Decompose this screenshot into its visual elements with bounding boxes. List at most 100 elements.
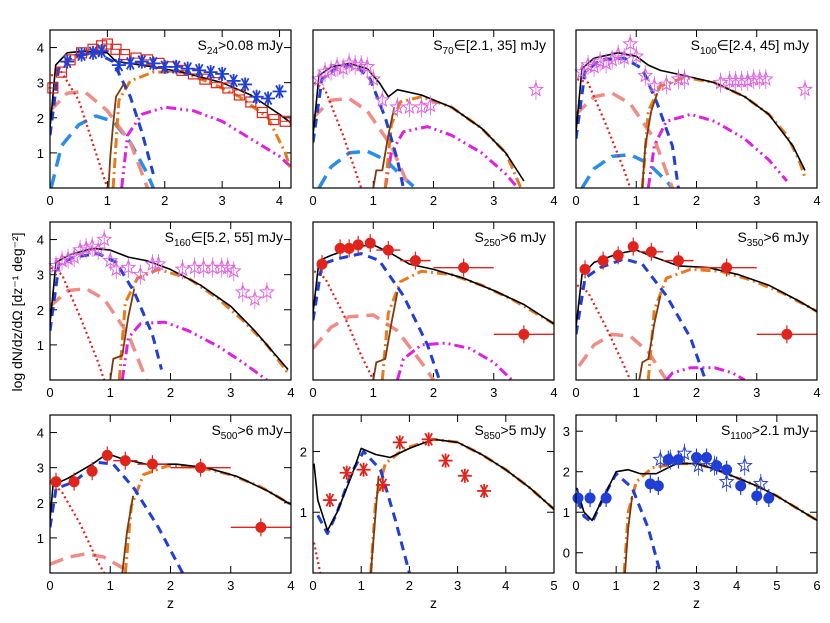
series-magenta-dashdot — [646, 112, 789, 188]
series-magenta-dashdot — [383, 125, 520, 188]
x-tick-label: 4 — [276, 193, 283, 208]
series-total — [313, 244, 554, 325]
x-axis-label: z — [430, 595, 437, 611]
data-point-circle — [597, 255, 609, 267]
series-magenta-dashdot — [120, 105, 291, 188]
data-point-circle — [612, 249, 624, 261]
data-point-circle — [334, 242, 346, 254]
series-pop-a — [316, 450, 411, 573]
series-spheroid-dotted — [50, 480, 106, 573]
series-spheroid-dotted — [50, 70, 109, 188]
data-point-asterisk — [169, 59, 184, 74]
data-point-circle — [721, 262, 733, 274]
y-tick-label: 3 — [563, 424, 570, 439]
x-tick-label: 1 — [613, 578, 620, 593]
title-sub: 160 — [174, 238, 191, 249]
data-point-asterisk — [192, 63, 207, 78]
title-main: S — [433, 37, 442, 53]
panel-frame — [312, 221, 555, 381]
series-pop-b — [123, 464, 291, 573]
series-brown — [372, 107, 396, 188]
x-tick-label: 2 — [167, 578, 174, 593]
data-point-circle — [652, 480, 664, 492]
title-main: S — [737, 229, 746, 245]
x-tick-label: 0 — [46, 193, 53, 208]
x-tick-label: 2 — [693, 193, 700, 208]
y-axis-label: log dN/dz/dΩ [dz⁻¹ deg⁻²] — [9, 232, 25, 391]
data-points — [50, 446, 291, 537]
chart-panel-4: 0 1 2 3 4 1 2 3 4 S160∈[5.2, 55] mJy — [37, 221, 295, 400]
series-spheroid-dotted — [313, 81, 363, 188]
series-salmon-dashed — [50, 89, 150, 188]
data-point-circle — [781, 328, 793, 340]
chart-panel-9: 0 1 2 3 4 5 6 0 1 2 3 S1100>2.1 mJy z — [563, 414, 821, 611]
y-tick-label: 2 — [37, 303, 44, 318]
data-points — [47, 38, 291, 127]
series-pop-a — [50, 51, 155, 175]
data-point-asterisk — [392, 435, 407, 450]
x-tick-label: 0 — [572, 385, 579, 400]
title-rest: ∈[2.1, 35] mJy — [454, 37, 546, 53]
data-points — [322, 432, 492, 508]
title-sub: 500 — [221, 431, 238, 442]
x-tick-label: 4 — [287, 578, 294, 593]
panel-title: S250>6 mJy — [474, 229, 546, 249]
x-tick-label: 2 — [653, 578, 660, 593]
x-tick-label: 1 — [107, 385, 114, 400]
x-tick-label: 0 — [572, 193, 579, 208]
panel-title: S350>6 mJy — [737, 229, 809, 249]
data-point-circle — [68, 476, 80, 488]
chart-panel-2: 0 1 2 3 4 S70∈[2.1, 35] mJy — [309, 29, 558, 208]
x-tick-label: 2 — [430, 193, 437, 208]
x-tick-label: 4 — [733, 578, 740, 593]
x-tick-label: 3 — [753, 193, 760, 208]
model-curves — [50, 452, 291, 573]
series-pop-a — [50, 252, 163, 370]
title-rest: >6 mJy — [763, 229, 809, 245]
data-point-circle — [579, 263, 591, 275]
data-point-circle — [701, 452, 713, 464]
title-sub: 350 — [747, 238, 764, 249]
data-points — [579, 237, 817, 344]
data-point-asterisk — [74, 47, 89, 62]
panel-title: S850>5 mJy — [474, 422, 546, 442]
series-salmon-dashed — [576, 91, 675, 188]
x-tick-label: 0 — [309, 578, 316, 593]
title-sub: 250 — [484, 238, 501, 249]
series-total — [50, 247, 289, 371]
series-pop-b — [380, 269, 554, 380]
data-point-circle — [735, 480, 747, 492]
y-tick-label: 0 — [563, 546, 570, 561]
title-main: S — [474, 422, 483, 438]
x-tick-label: 2 — [406, 578, 413, 593]
data-point-asterisk — [249, 89, 264, 104]
x-tick-label: 3 — [490, 193, 497, 208]
series-spheroid-dotted — [313, 270, 375, 380]
series-total — [50, 50, 291, 129]
x-tick-label: 3 — [227, 385, 234, 400]
x-tick-label: 4 — [287, 385, 294, 400]
panel-title: S1100>2.1 mJy — [721, 422, 809, 442]
series-total — [576, 249, 817, 328]
series-pop-b — [369, 437, 554, 573]
series-pop-a — [576, 257, 707, 380]
data-point-circle — [343, 242, 355, 254]
model-curves — [313, 62, 525, 188]
data-point-circle — [458, 262, 470, 274]
x-tick-label: 4 — [502, 578, 509, 593]
series-spheroid-dotted — [576, 284, 632, 380]
y-tick-label: 2 — [563, 465, 570, 480]
title-sub: 100 — [700, 46, 717, 57]
data-point-circle — [691, 452, 702, 464]
title-rest: >5 mJy — [500, 422, 546, 438]
x-tick-label: 1 — [107, 578, 114, 593]
panel-frame — [575, 221, 818, 381]
data-point-asterisk — [356, 462, 371, 477]
title-rest: ∈[2.4, 45] mJy — [717, 37, 809, 53]
x-tick-label: 3 — [454, 578, 461, 593]
model-curves — [313, 437, 554, 573]
data-point-asterisk — [86, 45, 101, 60]
title-sub: 70 — [443, 46, 455, 57]
